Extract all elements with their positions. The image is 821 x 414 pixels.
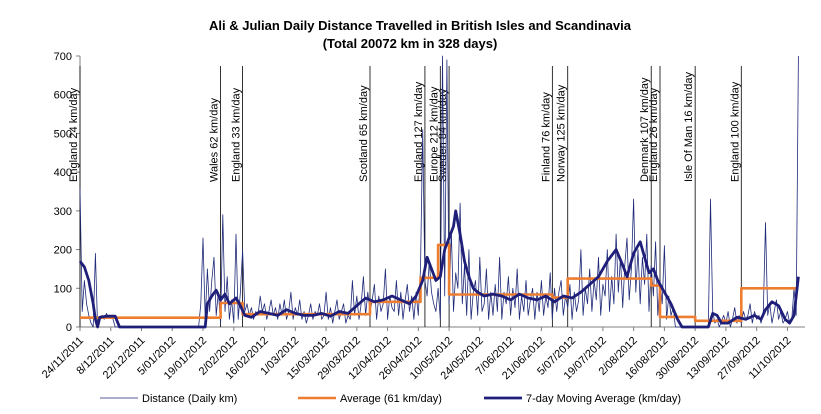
annotation-label: England 33 km/day	[231, 87, 243, 182]
y-tick-label: 700	[54, 51, 72, 63]
annotation-label: Denmark 107 km/day	[639, 77, 651, 182]
y-tick-label: 500	[54, 128, 72, 140]
y-tick-label: 100	[54, 283, 72, 295]
plot-area: 010020030040050060070024/11/20118/12/201…	[40, 51, 805, 382]
moving-average-line	[78, 209, 800, 329]
y-tick-label: 300	[54, 206, 72, 218]
y-tick-label: 400	[54, 167, 72, 179]
annotation-label: Norway 125 km/day	[556, 84, 568, 182]
annotation-label: Wales 62 km/day	[209, 98, 221, 182]
chart-title: Ali & Julian Daily Distance Travelled in…	[209, 18, 632, 33]
annotation-label: England 24 km/day	[68, 87, 80, 182]
annotation-label: Isle Of Man 16 km/day	[683, 71, 695, 182]
annotation-label: Europe 212 km/day	[428, 86, 440, 182]
legend-label: 7-day Moving Average (km/day)	[526, 393, 681, 405]
chart-subtitle: (Total 20072 km in 328 days)	[323, 36, 498, 51]
legend-label: Average (61 km/day)	[340, 393, 442, 405]
y-tick-label: 200	[54, 245, 72, 257]
annotation-label: England 100 km/day	[729, 81, 741, 182]
annotation-label: Finland 76 km/day	[540, 92, 552, 182]
y-tick-label: 600	[54, 90, 72, 102]
annotation-label: Scotland 65 km/day	[358, 85, 370, 182]
y-tick-label: 0	[66, 322, 72, 334]
legend: Distance (Daily km) Average (61 km/day) 7-…	[100, 393, 681, 405]
annotation-label: England 26 km/day	[648, 87, 660, 182]
legend-label: Distance (Daily km)	[142, 393, 237, 405]
